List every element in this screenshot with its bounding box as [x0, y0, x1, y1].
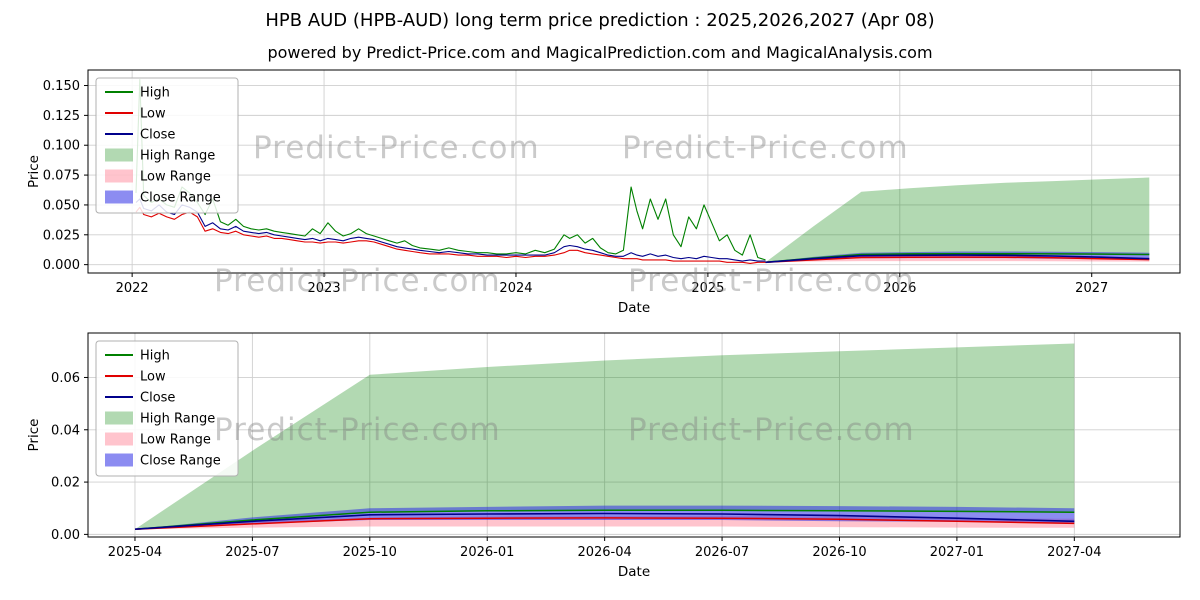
legend: High Low Close High Range Low Range Close Ran…	[95, 77, 239, 214]
plot-border	[87, 332, 1181, 538]
subplot-2: 2025-04 2025-07 2025-10 2026-01 2026-04 2026-…	[26, 332, 1181, 580]
legend-label: Close	[140, 128, 175, 143]
y-tick-label: 0.02	[51, 476, 80, 491]
figure-title: HPB AUD (HPB-AUD) long term price predic…	[265, 10, 935, 31]
y-tick-label: 0.04	[51, 423, 80, 438]
legend-label: High Range	[140, 149, 215, 164]
legend-swatch-high_range-patch	[105, 411, 133, 425]
low-line-forecast	[134, 517, 1075, 530]
low-line-forecast	[765, 256, 1150, 264]
high-line-forecast	[134, 509, 1075, 530]
y-tick-label: 0.06	[51, 371, 80, 386]
close-line-forecast	[134, 512, 1075, 530]
y-tick-label: 0.00	[51, 528, 80, 543]
legend-label: Close	[140, 391, 175, 406]
legend-label: Low Range	[140, 170, 211, 185]
legend-swatch-low_range-patch	[105, 169, 133, 183]
legend-label: Low	[140, 107, 166, 122]
low-line-historical	[135, 206, 766, 264]
x-tick-label: 2026-01	[460, 545, 514, 560]
x-tick-label: 2026-04	[577, 545, 631, 560]
y-tick-label: 0.125	[43, 109, 80, 124]
y-tick-label: 0.075	[43, 169, 80, 184]
y-tick-label: 0.100	[43, 139, 80, 154]
legend-label: High Range	[140, 412, 215, 427]
high-line-historical	[135, 79, 766, 261]
high-range-area	[765, 177, 1150, 263]
legend-swatch-low_range-patch	[105, 432, 133, 446]
x-tick-label: 2026	[883, 281, 916, 296]
high-range-area	[135, 343, 1075, 530]
legend-swatch-close_range-patch	[105, 190, 133, 204]
x-tick-label: 2023	[308, 281, 341, 296]
x-tick-label: 2026-07	[695, 545, 749, 560]
x-tick-label: 2024	[499, 281, 532, 296]
y-axis-label: Price	[26, 419, 42, 452]
y-tick-label: 0.150	[43, 79, 80, 94]
x-tick-label: 2022	[116, 281, 149, 296]
legend-label: High	[140, 349, 170, 364]
x-tick-label: 2027-04	[1047, 545, 1101, 560]
figure-subtitle: powered by Predict-Price.com and Magical…	[267, 43, 933, 62]
x-axis-label: Date	[618, 300, 650, 316]
x-tick-label: 2025-07	[225, 545, 279, 560]
x-tick-label: 2027	[1075, 281, 1108, 296]
x-tick-label: 2025-04	[108, 545, 162, 560]
close-line-forecast	[765, 254, 1150, 264]
y-tick-label: 0.025	[43, 228, 80, 243]
y-tick-label: 0.050	[43, 198, 80, 213]
plot-border	[87, 69, 1181, 274]
legend-label: Low	[140, 370, 166, 385]
legend-swatch-close_range-patch	[105, 453, 133, 467]
x-tick-label: 2025-10	[343, 545, 397, 560]
x-axis-label: Date	[618, 564, 650, 580]
legend-swatch-high_range-patch	[105, 148, 133, 162]
legend-label: High	[140, 86, 170, 101]
subplot-1: 2022 2023 2024 2025 2026 2027 0.000 0.025 0.050 0…	[26, 69, 1181, 316]
y-tick-label: 0.000	[43, 258, 80, 273]
legend-label: Close Range	[140, 191, 221, 206]
legend-label: Low Range	[140, 433, 211, 448]
legend: High Low Close High Range Low Range Close Ran…	[95, 340, 239, 477]
x-tick-label: 2025	[691, 281, 724, 296]
legend-label: Close Range	[140, 454, 221, 469]
x-tick-label: 2027-01	[930, 545, 984, 560]
y-axis-label: Price	[26, 155, 42, 188]
close-line-historical	[135, 198, 766, 262]
x-tick-label: 2026-10	[812, 545, 866, 560]
